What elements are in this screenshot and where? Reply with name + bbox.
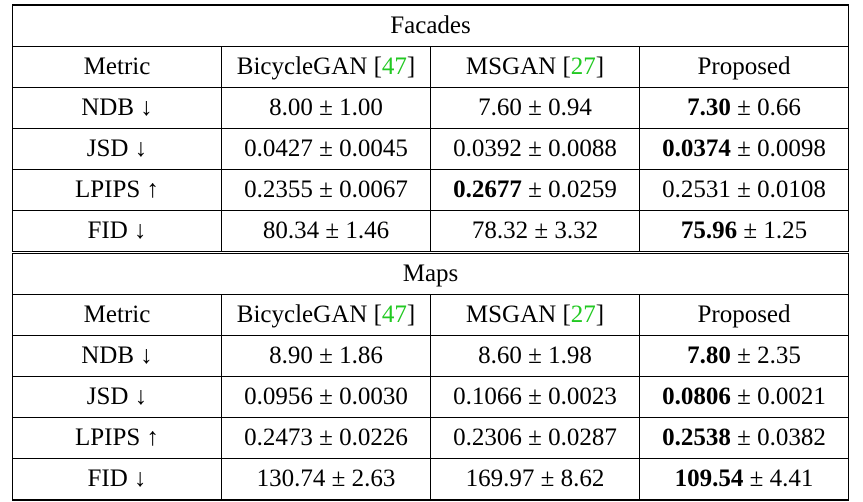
msgan-cell: 78.32 ± 3.32 bbox=[430, 210, 640, 253]
header-proposed: Proposed bbox=[639, 46, 849, 88]
results-table: Facades Metric BicycleGAN [47] MSGAN [27… bbox=[12, 4, 849, 501]
best-value: 109.54 bbox=[674, 465, 744, 492]
bicyclegan-cell: 0.2355 ± 0.0067 bbox=[221, 169, 431, 211]
best-value: 75.96 bbox=[680, 217, 738, 244]
header-msgan-label: MSGAN bbox=[465, 301, 557, 328]
best-value: 0.0806 bbox=[662, 383, 731, 410]
metric-cell: FID ↓ bbox=[12, 458, 222, 501]
value-rest: ± 2.35 bbox=[730, 342, 801, 369]
section-title-row: Facades bbox=[12, 4, 849, 47]
msgan-cell: 0.2306 ± 0.0287 bbox=[430, 417, 640, 459]
header-metric: Metric bbox=[12, 46, 222, 88]
header-metric: Metric bbox=[12, 294, 222, 336]
bicyclegan-cell: 0.2473 ± 0.0226 bbox=[221, 417, 431, 459]
msgan-cell: 0.2677 ± 0.0259 bbox=[430, 169, 640, 211]
metric-cell: NDB ↓ bbox=[12, 87, 222, 129]
best-value: 7.30 bbox=[687, 94, 731, 121]
msgan-cell: 0.0392 ± 0.0088 bbox=[430, 128, 640, 170]
citation-link[interactable]: 27 bbox=[570, 301, 596, 328]
table-row: LPIPS ↑ 0.2473 ± 0.0226 0.2306 ± 0.0287 … bbox=[12, 417, 849, 459]
citation-link[interactable]: 47 bbox=[381, 301, 407, 328]
section-title-row: Maps bbox=[12, 251, 849, 295]
citation-link[interactable]: 27 bbox=[570, 53, 596, 80]
bicyclegan-cell: 0.0427 ± 0.0045 bbox=[221, 128, 431, 170]
msgan-cell: 169.97 ± 8.62 bbox=[430, 458, 640, 501]
value-rest: ± 4.41 bbox=[743, 465, 814, 492]
value-rest: ± 0.0382 bbox=[730, 424, 826, 451]
proposed-cell: 7.80 ± 2.35 bbox=[639, 335, 849, 377]
proposed-cell: 7.30 ± 0.66 bbox=[639, 87, 849, 129]
metric-cell: FID ↓ bbox=[12, 210, 222, 253]
section-title: Maps bbox=[12, 251, 849, 295]
header-msgan: MSGAN [27] bbox=[430, 294, 640, 336]
value-rest: ± 0.0259 bbox=[521, 176, 617, 203]
bicyclegan-cell: 8.90 ± 1.86 bbox=[221, 335, 431, 377]
table-row: LPIPS ↑ 0.2355 ± 0.0067 0.2677 ± 0.0259 … bbox=[12, 169, 849, 211]
header-proposed: Proposed bbox=[639, 294, 849, 336]
bicyclegan-cell: 8.00 ± 1.00 bbox=[221, 87, 431, 129]
proposed-cell: 109.54 ± 4.41 bbox=[639, 458, 849, 501]
msgan-cell: 7.60 ± 0.94 bbox=[430, 87, 640, 129]
proposed-cell: 0.2531 ± 0.0108 bbox=[639, 169, 849, 211]
section-title: Facades bbox=[12, 4, 849, 47]
table-row: JSD ↓ 0.0956 ± 0.0030 0.1066 ± 0.0023 0.… bbox=[12, 376, 849, 418]
metric-cell: LPIPS ↑ bbox=[12, 417, 222, 459]
header-bicyclegan: BicycleGAN [47] bbox=[221, 46, 431, 88]
value-rest: ± 0.0098 bbox=[730, 135, 826, 162]
table-row: JSD ↓ 0.0427 ± 0.0045 0.0392 ± 0.0088 0.… bbox=[12, 128, 849, 170]
metric-cell: JSD ↓ bbox=[12, 376, 222, 418]
msgan-cell: 0.1066 ± 0.0023 bbox=[430, 376, 640, 418]
header-bicyclegan-label: BicycleGAN bbox=[236, 301, 368, 328]
best-value: 0.0374 bbox=[662, 135, 731, 162]
proposed-cell: 0.0374 ± 0.0098 bbox=[639, 128, 849, 170]
proposed-cell: 0.2538 ± 0.0382 bbox=[639, 417, 849, 459]
bicyclegan-cell: 0.0956 ± 0.0030 bbox=[221, 376, 431, 418]
best-value: 0.2677 bbox=[453, 176, 522, 203]
msgan-cell: 8.60 ± 1.98 bbox=[430, 335, 640, 377]
table-row: FID ↓ 80.34 ± 1.46 78.32 ± 3.32 75.96 ± … bbox=[12, 210, 849, 253]
results-table-container: Facades Metric BicycleGAN [47] MSGAN [27… bbox=[12, 4, 849, 501]
header-row: Metric BicycleGAN [47] MSGAN [27] Propos… bbox=[12, 294, 849, 336]
header-bicyclegan-label: BicycleGAN bbox=[236, 53, 368, 80]
bicyclegan-cell: 130.74 ± 2.63 bbox=[221, 458, 431, 501]
proposed-cell: 0.0806 ± 0.0021 bbox=[639, 376, 849, 418]
table-row: NDB ↓ 8.90 ± 1.86 8.60 ± 1.98 7.80 ± 2.3… bbox=[12, 335, 849, 377]
header-row: Metric BicycleGAN [47] MSGAN [27] Propos… bbox=[12, 46, 849, 88]
value-rest: ± 1.25 bbox=[737, 217, 808, 244]
metric-cell: NDB ↓ bbox=[12, 335, 222, 377]
table-row: FID ↓ 130.74 ± 2.63 169.97 ± 8.62 109.54… bbox=[12, 458, 849, 501]
table-row: NDB ↓ 8.00 ± 1.00 7.60 ± 0.94 7.30 ± 0.6… bbox=[12, 87, 849, 129]
header-msgan: MSGAN [27] bbox=[430, 46, 640, 88]
citation-link[interactable]: 47 bbox=[381, 53, 407, 80]
bicyclegan-cell: 80.34 ± 1.46 bbox=[221, 210, 431, 253]
best-value: 0.2538 bbox=[662, 424, 731, 451]
metric-cell: LPIPS ↑ bbox=[12, 169, 222, 211]
proposed-cell: 75.96 ± 1.25 bbox=[639, 210, 849, 253]
value-rest: ± 0.66 bbox=[730, 94, 801, 121]
value-rest: ± 0.0021 bbox=[730, 383, 826, 410]
header-msgan-label: MSGAN bbox=[465, 53, 557, 80]
best-value: 7.80 bbox=[687, 342, 731, 369]
metric-cell: JSD ↓ bbox=[12, 128, 222, 170]
header-bicyclegan: BicycleGAN [47] bbox=[221, 294, 431, 336]
